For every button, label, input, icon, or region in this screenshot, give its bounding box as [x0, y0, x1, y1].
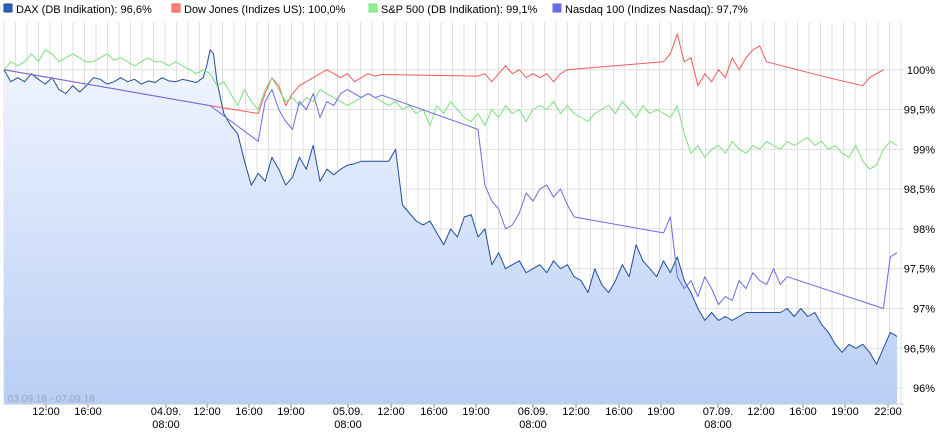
- x-tick-label: 19:00: [647, 406, 675, 418]
- y-axis: 96% 96,5% 97% 97,5% 98% 98,5% 99% 99,5% 100%: [904, 65, 935, 395]
- lines-layer: [3, 33, 898, 365]
- x-tick-label: 05.09.: [333, 406, 364, 418]
- series-area: [4, 49, 898, 405]
- series-line: [3, 69, 898, 309]
- legend-item: DAX (DB Indikation): 96,6%: [3, 3, 152, 16]
- x-tick-sublabel: 08:00: [152, 419, 180, 431]
- y-tick-label: 98,5%: [904, 184, 935, 196]
- y-tick-label: 97,5%: [904, 264, 935, 276]
- legend: DAX (DB Indikation): 96,6% Dow Jones (Ind…: [3, 3, 748, 16]
- y-tick-label: 96,5%: [904, 343, 935, 355]
- x-tick-label: 04.09.: [151, 406, 182, 418]
- series-line: [3, 33, 884, 114]
- y-tick-label: 100%: [907, 65, 935, 77]
- legend-label: S&P 500 (DB Indikation): 99,1%: [381, 4, 538, 16]
- x-tick-label: 07.09.: [703, 406, 734, 418]
- x-tick-label: 19:00: [462, 406, 490, 418]
- x-tick-label: 22:00: [874, 406, 902, 418]
- x-tick-sublabel: 08:00: [334, 419, 362, 431]
- x-tick-label: 12:00: [32, 406, 60, 418]
- legend-swatch: [552, 3, 562, 13]
- x-tick-sublabel: 08:00: [704, 419, 732, 431]
- legend-swatch: [3, 3, 13, 13]
- legend-label: Dow Jones (Indizes US): 100,0%: [184, 4, 346, 16]
- date-range-label: 03.09.18 - 07.09.18: [8, 394, 95, 405]
- legend-item: Dow Jones (Indizes US): 100,0%: [171, 3, 346, 16]
- x-tick-label: 19:00: [831, 406, 859, 418]
- series-line: [3, 49, 898, 365]
- series-line: [3, 49, 898, 170]
- x-tick-label: 16:00: [74, 406, 102, 418]
- legend-item: S&P 500 (DB Indikation): 99,1%: [368, 3, 538, 16]
- x-tick-label: 16:00: [235, 406, 263, 418]
- y-tick-label: 99,5%: [904, 105, 935, 117]
- legend-swatch: [171, 3, 181, 13]
- x-tick-label: 12:00: [747, 406, 775, 418]
- legend-item: Nasdaq 100 (Indizes Nasdaq): 97,7%: [552, 3, 748, 16]
- x-tick-label: 06.09.: [518, 406, 549, 418]
- y-tick-label: 96%: [913, 383, 935, 395]
- y-tick-label: 97%: [913, 304, 935, 316]
- legend-swatch: [368, 3, 378, 13]
- x-tick-sublabel: 08:00: [519, 419, 547, 431]
- x-tick-label: 12:00: [193, 406, 221, 418]
- y-tick-label: 98%: [913, 224, 935, 236]
- x-tick-label: 12:00: [377, 406, 405, 418]
- y-tick-label: 99%: [913, 144, 935, 156]
- x-tick-label: 16:00: [789, 406, 817, 418]
- area-layer: [4, 49, 898, 405]
- x-tick-label: 19:00: [277, 406, 305, 418]
- x-tick-label: 12:00: [562, 406, 590, 418]
- legend-label: DAX (DB Indikation): 96,6%: [16, 4, 152, 16]
- x-tick-label: 16:00: [605, 406, 633, 418]
- legend-label: Nasdaq 100 (Indizes Nasdaq): 97,7%: [565, 4, 748, 16]
- x-tick-label: 16:00: [420, 406, 448, 418]
